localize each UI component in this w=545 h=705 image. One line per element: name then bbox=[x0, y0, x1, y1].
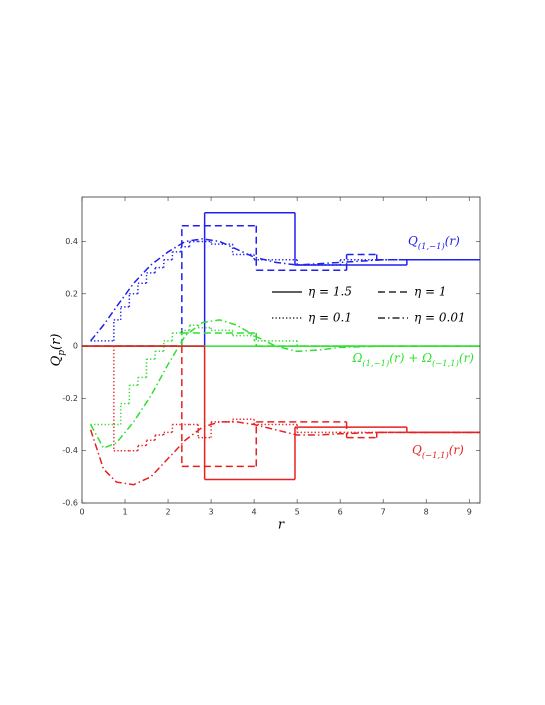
x-tick-label: 7 bbox=[381, 508, 386, 517]
x-tick-label: 0 bbox=[79, 508, 84, 517]
text-part: (r) bbox=[445, 234, 460, 248]
text-part: Q bbox=[412, 443, 422, 457]
legend-box bbox=[266, 280, 476, 330]
text-part: (r) bbox=[449, 443, 464, 457]
x-tick-label: 6 bbox=[338, 508, 343, 517]
y-tick-label: -0.6 bbox=[62, 499, 78, 508]
plot-area bbox=[82, 197, 480, 503]
legend-label: η = 0.01 bbox=[414, 311, 466, 325]
legend-label: η = 1 bbox=[414, 285, 447, 299]
subscript: (1,−1) bbox=[362, 358, 389, 368]
x-tick-label: 2 bbox=[166, 508, 171, 517]
y-tick-label: 0 bbox=[73, 342, 78, 351]
y-tick-label: 0.4 bbox=[65, 237, 78, 246]
y-axis-label: Qp(r) bbox=[49, 334, 67, 367]
x-tick-label: 9 bbox=[467, 508, 472, 517]
text-part: Q bbox=[49, 355, 64, 366]
legend-label: η = 0.1 bbox=[308, 311, 352, 325]
x-tick-label: 4 bbox=[252, 508, 257, 517]
curve bbox=[90, 238, 480, 342]
curve bbox=[89, 319, 480, 450]
x-tick-label: 1 bbox=[122, 508, 127, 517]
curve bbox=[89, 421, 480, 486]
x-tick-label: 5 bbox=[295, 508, 300, 517]
y-tick-label: -0.4 bbox=[62, 446, 78, 455]
text-part: Ω bbox=[351, 351, 362, 365]
subscript: p bbox=[57, 350, 67, 356]
subscript: (−1,1) bbox=[432, 358, 459, 368]
curve-label: Ω(1,−1)(r) + Ω(−1,1)(r) bbox=[351, 351, 474, 368]
text-part: (r) + Ω bbox=[389, 351, 432, 365]
curve-label: Q(1,−1)(r) bbox=[408, 234, 460, 251]
curve-label: Q(−1,1)(r) bbox=[412, 443, 464, 460]
x-tick-label: 8 bbox=[424, 508, 429, 517]
text-part: (r) bbox=[49, 334, 64, 350]
y-tick-label: 0.2 bbox=[65, 289, 78, 298]
y-tick-label: -0.2 bbox=[62, 394, 78, 403]
legend-label: η = 1.5 bbox=[308, 285, 352, 299]
frame bbox=[81, 196, 481, 504]
x-axis-label: r bbox=[278, 518, 285, 533]
text-part: Q bbox=[408, 234, 418, 248]
x-tick-label: 3 bbox=[209, 508, 214, 517]
subscript: (−1,1) bbox=[422, 450, 449, 460]
text-part: (r) bbox=[459, 351, 474, 365]
subscript: (1,−1) bbox=[418, 241, 445, 251]
